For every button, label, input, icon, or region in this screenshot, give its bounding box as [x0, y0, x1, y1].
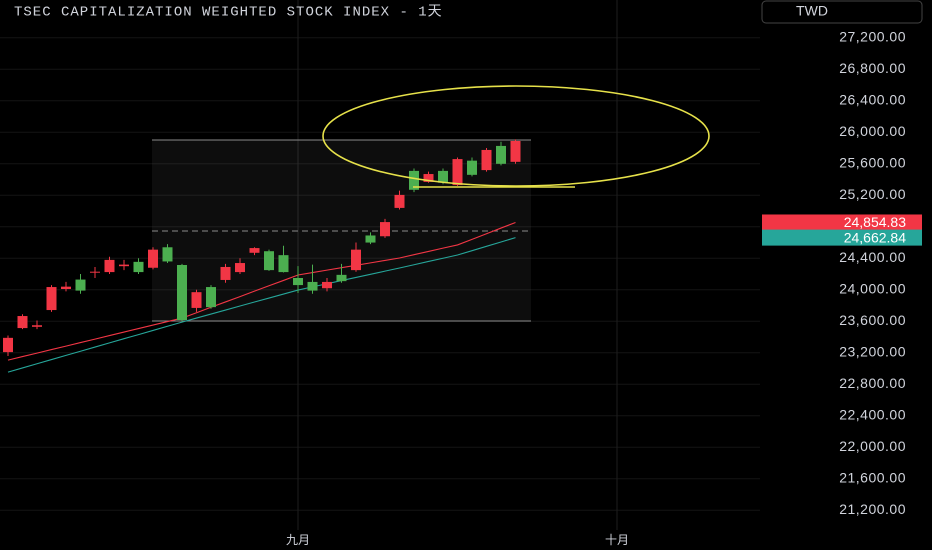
- x-tick-label: 十月: [605, 533, 629, 547]
- candle-body: [264, 251, 274, 271]
- chart-title: TSEC CAPITALIZATION WEIGHTED STOCK INDEX…: [14, 5, 443, 21]
- candle-body: [278, 255, 289, 273]
- candle-body: [133, 261, 144, 273]
- candle-body: [322, 281, 332, 289]
- candle-body: [32, 325, 42, 327]
- candle-body: [467, 160, 477, 175]
- currency-button[interactable]: [761, 0, 923, 24]
- y-tick-label: 21,600.00: [839, 470, 906, 486]
- candle-body: [162, 247, 173, 262]
- y-tick-label: 21,200.00: [839, 501, 906, 517]
- y-tick-label: 25,600.00: [839, 155, 906, 171]
- currency-label: TWD: [796, 3, 828, 19]
- candle-body: [177, 265, 187, 321]
- candle-body: [191, 292, 202, 308]
- x-tick-label: 九月: [286, 533, 310, 547]
- price-tag-label: 24,854.83: [844, 214, 906, 230]
- y-tick-label: 24,400.00: [839, 249, 906, 265]
- candle-body: [220, 266, 231, 280]
- candle-body: [365, 235, 376, 243]
- price-tag-label: 24,662.84: [844, 229, 906, 245]
- plot: [3, 139, 521, 373]
- y-tick-label: 24,000.00: [839, 281, 906, 297]
- candle-body: [380, 222, 390, 237]
- candle-body: [46, 287, 57, 311]
- candle-body: [452, 159, 463, 186]
- y-axis: 27,200.00 26,800.00 26,400.00 26,000.00 25,6…: [286, 29, 922, 547]
- y-tick-label: 27,200.00: [839, 29, 906, 45]
- candle-body: [496, 145, 506, 164]
- candle-body: [90, 271, 100, 273]
- ma-line: [7, 237, 516, 373]
- candle-body: [394, 194, 405, 208]
- candle-body: [249, 248, 260, 253]
- price-tag: [762, 229, 922, 246]
- candle-body: [510, 140, 521, 162]
- candle-body: [148, 249, 158, 268]
- y-tick-label: 23,200.00: [839, 344, 906, 360]
- candle-body: [438, 170, 448, 183]
- candle-body: [17, 316, 28, 329]
- candle-body: [3, 337, 13, 353]
- candle-body: [336, 274, 347, 282]
- candle-body: [307, 281, 318, 291]
- candle-body: [481, 149, 492, 171]
- candle-body: [61, 286, 71, 290]
- y-tick-label: 26,400.00: [839, 92, 906, 108]
- candle-body: [293, 277, 303, 286]
- y-tick-label: 26,800.00: [839, 60, 906, 76]
- y-tick-label: 22,400.00: [839, 407, 906, 423]
- candle-body: [119, 264, 129, 267]
- candle-body: [409, 170, 419, 190]
- candle-body: [423, 174, 434, 182]
- candle-body: [75, 279, 86, 291]
- candle-body: [351, 249, 361, 271]
- y-tick-label: 25,200.00: [839, 186, 906, 202]
- highlight-ellipse: [322, 85, 710, 187]
- ma-line: [7, 221, 516, 361]
- y-tick-label: 22,800.00: [839, 375, 906, 391]
- candle-body: [235, 263, 245, 273]
- price-tag: [762, 214, 922, 231]
- candle-body: [206, 287, 216, 308]
- y-tick-label: 26,000.00: [839, 123, 906, 139]
- y-tick-label: 22,000.00: [839, 438, 906, 454]
- y-tick-label: 23,600.00: [839, 312, 906, 328]
- candle-body: [104, 259, 115, 273]
